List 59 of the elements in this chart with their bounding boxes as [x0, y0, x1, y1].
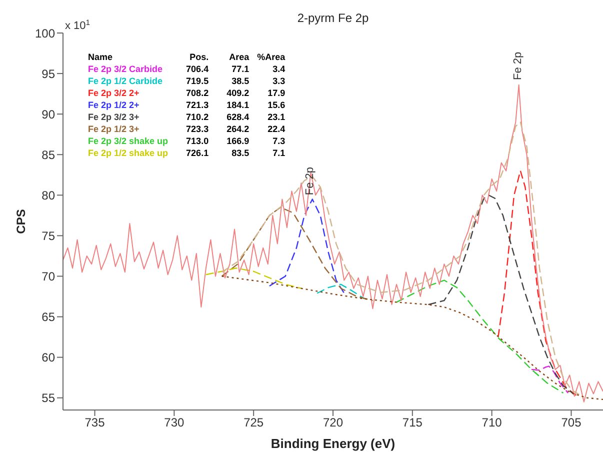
- annotation: 264.2: [226, 123, 250, 135]
- annotation: 628.4: [226, 111, 250, 123]
- text: Fe 2p 1/2 3+: [88, 123, 140, 135]
- annotation: %Area: [256, 51, 286, 63]
- x-tick-label: 710: [482, 416, 502, 430]
- annotation: 726.1: [185, 147, 210, 159]
- annotation: 723.3: [185, 123, 210, 135]
- x-tick-label: 730: [164, 416, 185, 430]
- text: Fe 2p 3/2 Carbide: [88, 63, 164, 75]
- annotation: Name: [88, 51, 114, 63]
- annotation: Fe 2p: [304, 167, 316, 196]
- annotation: 3.3: [272, 75, 286, 87]
- y-tick-label: 85: [42, 148, 56, 162]
- x-tick-label: 725: [244, 416, 264, 430]
- annotation: 77.1: [230, 63, 250, 75]
- y-tick-label: 100: [34, 26, 56, 40]
- chart-title: 2-pyrm Fe 2p: [297, 11, 369, 25]
- annotation: 713.0: [185, 135, 210, 147]
- y-tick-label: 80: [42, 188, 56, 202]
- y-tick-label: 60: [42, 350, 56, 365]
- y-tick-label: 95: [42, 66, 56, 81]
- annotation: Area: [228, 51, 250, 63]
- annotation: 23.1: [266, 111, 286, 123]
- annotation: 706.4: [185, 63, 210, 75]
- text: Fe 2p 3/2 shake up: [88, 135, 170, 147]
- x-tick-label: 705: [561, 416, 582, 430]
- annotation: 17.9: [266, 87, 286, 99]
- annotation: 83.5: [230, 147, 250, 159]
- text: Fe 2p 1/2 2+: [88, 99, 140, 111]
- x-tick-label: 735: [84, 416, 106, 430]
- annotation: 708.2: [185, 87, 210, 99]
- annotation: 15.6: [266, 99, 286, 111]
- text: Fe 2p 3/2 3+: [88, 111, 140, 123]
- annotation: Fe 2p: [512, 52, 524, 80]
- y-tick-label: 75: [42, 228, 56, 243]
- x-axis-title: Binding Energy (eV): [270, 436, 396, 451]
- x-tick-label: 720: [322, 416, 344, 430]
- x-tick-label: 715: [402, 416, 423, 430]
- annotation: 719.5: [185, 75, 210, 87]
- annotation: 166.9: [226, 135, 250, 147]
- text: Fe 2p 3/2 2+: [88, 87, 140, 99]
- text: Fe 2p 1/2 shake up: [88, 147, 170, 159]
- text: Fe 2p 1/2 Carbide: [88, 75, 164, 87]
- annotation: Pos.: [188, 51, 210, 63]
- annotation: 409.2: [226, 87, 250, 99]
- text: x 10$^{1}$: [65, 18, 90, 32]
- y-axis-title: CPS: [14, 209, 28, 234]
- annotation: 184.1: [226, 99, 250, 111]
- y-tick-label: 55: [42, 391, 56, 406]
- annotation: 721.3: [185, 99, 210, 111]
- y-tick-label: 70: [42, 269, 56, 284]
- annotation: 22.4: [266, 123, 286, 135]
- annotation: 7.1: [272, 147, 286, 159]
- annotation: 3.4: [272, 63, 286, 75]
- annotation: 7.3: [272, 135, 286, 147]
- y-tick-label: 90: [42, 107, 56, 122]
- annotation: 710.2: [185, 111, 210, 123]
- annotation: 38.5: [230, 75, 250, 87]
- y-tick-label: 65: [42, 310, 56, 324]
